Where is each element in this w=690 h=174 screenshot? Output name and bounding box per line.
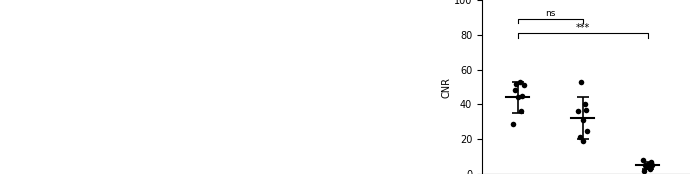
Point (515, 110, 526, 113)
Point (645, 167, 656, 170)
Text: tg(fli1a:eGFP)$^{y1}$: tg(fli1a:eGFP)$^{y1}$ (166, 17, 226, 32)
Text: tg(fli1a:Lifeact-mClover)$^{sh467}$: tg(fli1a:Lifeact-mClover)$^{sh467}$ (326, 17, 437, 32)
Point (582, 129, 593, 132)
Text: (1): (1) (5, 5, 17, 14)
Point (638, 159, 649, 161)
Point (640, 164, 651, 167)
Point (641, 166, 652, 168)
Text: tg(kdrl:HRAS-mCherry)$^{s916}$: tg(kdrl:HRAS-mCherry)$^{s916}$ (5, 17, 107, 32)
Point (572, 110, 583, 113)
Point (517, 94, 528, 97)
Text: (2): (2) (166, 5, 178, 14)
Point (519, 84, 530, 87)
Point (645, 160, 656, 163)
Point (514, 80, 525, 83)
Point (644, 162, 655, 165)
Point (580, 108, 591, 111)
Point (638, 169, 649, 172)
Text: ***: *** (575, 23, 590, 33)
Point (512, 96, 523, 99)
Point (509, 89, 520, 92)
Point (579, 103, 590, 106)
Point (507, 122, 518, 125)
Point (511, 82, 522, 85)
Point (575, 80, 586, 83)
Point (578, 140, 589, 142)
Y-axis label: CNR: CNR (441, 77, 451, 97)
Text: 100 um: 100 um (30, 148, 59, 157)
Point (578, 119, 589, 121)
Point (647, 164, 658, 167)
Text: ns: ns (545, 9, 555, 18)
Text: (3): (3) (326, 5, 339, 14)
Point (574, 136, 585, 139)
